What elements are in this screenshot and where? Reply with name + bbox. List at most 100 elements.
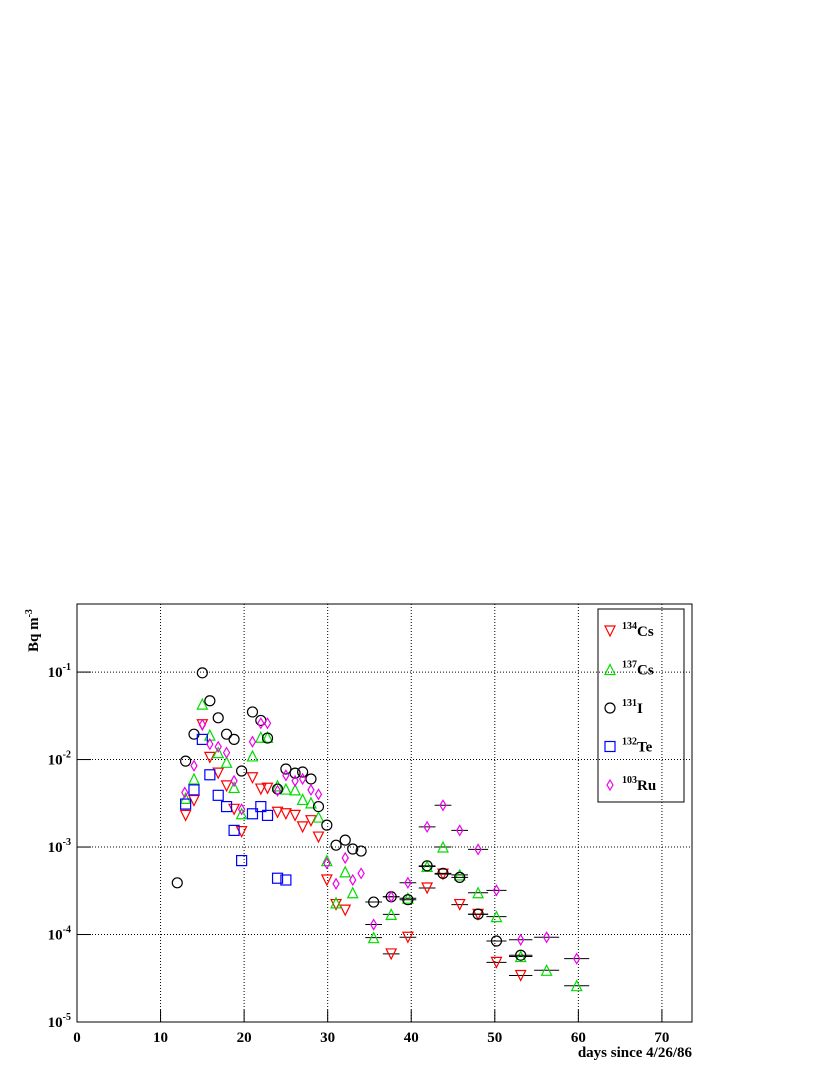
data-point [570,979,583,992]
data-point [439,799,447,812]
y-tick-label: 10-4 [48,925,71,944]
x-tick-label: 20 [237,1030,252,1046]
data-point [421,860,433,872]
x-tick-label: 0 [73,1030,81,1046]
data-point [246,808,259,820]
data-point [514,950,527,963]
data-point [355,845,367,857]
data-point [490,956,503,969]
y-tick-base: 10 [48,665,63,681]
data-point [289,767,301,779]
legend-name: I [637,701,643,717]
data-point [314,788,323,801]
data-point [236,854,248,867]
data-point [254,783,267,796]
data-point [312,831,325,844]
data-point [212,767,225,780]
data-point [490,935,503,947]
data-point [236,765,248,777]
legend-label: 137Cs [622,660,654,679]
x-tick-label: 50 [487,1030,502,1046]
data-point [402,894,414,906]
data-point [305,773,317,785]
legend-name: Cs [637,624,654,640]
data-point [453,868,466,881]
y-tick-exponent: -3 [63,837,71,848]
data-point [271,872,284,884]
x-axis-label: days since 4/26/86 [578,1045,693,1061]
data-point [312,800,325,813]
data-point [228,803,241,816]
data-point [248,735,257,748]
data-point [188,784,200,796]
data-point [198,718,207,731]
legend-label: 103Ru [622,775,656,794]
data-point [291,774,299,788]
data-point [214,740,222,753]
data-point [368,896,380,908]
legend-label: 132Te [622,737,653,756]
data-point [289,783,302,796]
data-point [490,910,503,923]
data-point [230,774,238,788]
data-point [188,794,200,807]
data-point [254,730,267,743]
data-point [421,860,434,873]
legend-name: Te [637,740,653,756]
legend-label: 131I [622,698,643,717]
data-point [271,806,284,819]
data-point [474,843,482,856]
data-point [212,712,224,724]
legend-marker [606,778,614,792]
data-point [453,898,466,911]
data-point [220,755,233,768]
data-point [220,780,233,793]
data-point [279,782,292,795]
x-tick-label: 30 [320,1030,335,1046]
data-point [235,807,248,820]
data-point [271,783,284,795]
data-point [357,867,365,880]
data-point [296,793,309,806]
data-point [196,733,208,745]
data-point [261,732,274,744]
y-tick-base: 10 [48,1015,63,1031]
data-point [401,891,414,904]
data-point [228,781,241,794]
data-point [289,809,302,822]
legend-mass: 132 [622,737,637,748]
data-point [339,865,352,878]
data-point [246,706,259,718]
plot-frame [76,603,693,1023]
data-point [387,890,395,903]
data-point [190,759,198,772]
data-point [369,918,378,931]
data-point [222,746,231,759]
data-point [180,798,192,810]
data-point [179,792,192,804]
legend [597,608,685,803]
data-point [515,949,527,961]
data-point [220,800,233,813]
data-point [330,898,343,911]
data-point [367,931,380,944]
y-tick-exponent: -2 [63,750,71,761]
y-tick-label: 10-1 [48,662,71,681]
data-point [321,819,333,831]
data-point [304,815,317,828]
data-point [339,834,351,846]
data-point [347,843,359,855]
data-point [454,871,466,883]
data-point [228,824,240,836]
legend-mass: 134 [622,621,637,632]
data-point [423,820,431,834]
data-point [220,728,233,740]
data-point [179,809,192,822]
data-point [330,839,342,851]
data-point [282,769,290,782]
data-point [171,877,183,889]
data-point [517,933,525,946]
y-axis-label: Bq m-3 [24,609,42,652]
data-point [212,789,224,801]
